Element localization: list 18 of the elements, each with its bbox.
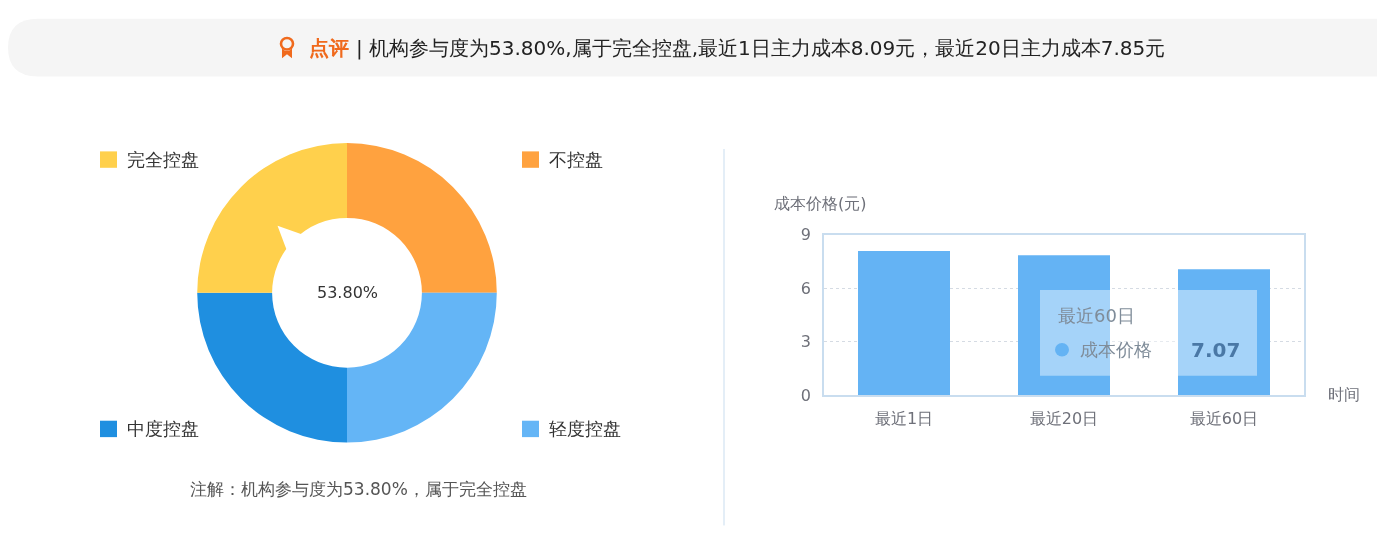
annotation: 7.07 <box>1191 338 1241 362</box>
legend-label: 完全控盘 <box>127 149 199 170</box>
bar <box>858 251 950 396</box>
legend-label: 轻度控盘 <box>549 418 621 439</box>
y-axis-title: 成本价格(元) <box>774 194 867 213</box>
x-axis-title: 时间 <box>1328 385 1360 404</box>
y-tick-label: 6 <box>800 278 812 298</box>
legend-label: 中度控盘 <box>127 418 199 439</box>
x-tick-label: 最近20日 <box>1029 409 1099 429</box>
legend-label: 不控盘 <box>549 149 603 170</box>
x-tick-label: 最近1日 <box>874 409 934 429</box>
text: 点评 | 机构参与度为53.80%,属于完全控盘,最近1日主力成本8.09元，最近20日主力成本7.85元 <box>309 36 1166 60</box>
y-tick-label: 0 <box>800 385 812 405</box>
text: 53.80% <box>317 283 379 302</box>
y-tick-label: 3 <box>800 332 812 352</box>
text: 注解：机构参与度为53.80%，属于完全控盘 <box>190 479 527 499</box>
x-tick-label: 最近60日 <box>1189 409 1259 429</box>
y-tick-label: 9 <box>800 225 812 245</box>
